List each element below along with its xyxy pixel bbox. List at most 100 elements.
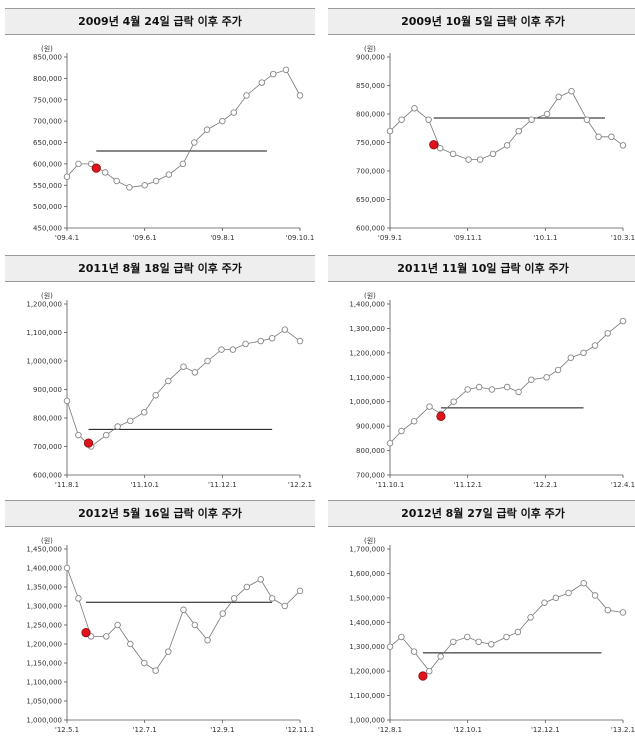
data-point <box>568 87 575 95</box>
data-point <box>619 317 627 325</box>
y-tick-label: 1,100,000 <box>349 692 385 700</box>
y-tick-label: 1,450,000 <box>26 546 62 554</box>
y-tick-label: 1,250,000 <box>26 622 62 630</box>
x-tick-label: '12.10.1 <box>453 726 482 734</box>
data-point <box>296 587 304 595</box>
data-point <box>463 633 471 641</box>
data-point <box>191 369 199 376</box>
data-point <box>475 383 483 391</box>
x-tick-label: '09.9.1 <box>378 234 402 242</box>
chart-panel-2: 2009년 10월 5일 급락 이후 주가 (원) 900,000 850,000 8… <box>328 8 635 246</box>
data-point <box>126 184 133 191</box>
x-tick-label: '12.7.1 <box>133 726 157 734</box>
data-point <box>567 354 575 361</box>
data-point <box>229 346 237 353</box>
data-point <box>113 177 120 185</box>
data-point <box>114 621 121 629</box>
data-point <box>281 602 289 610</box>
chart-title: 2009년 10월 5일 급락 이후 주가 <box>328 8 635 35</box>
data-point <box>580 579 587 587</box>
y-tick-label: 550,000 <box>33 182 62 190</box>
y-tick-label: 700,000 <box>356 472 385 480</box>
event-marker <box>81 628 91 638</box>
data-point <box>140 659 148 667</box>
series-line <box>389 320 624 444</box>
data-point <box>503 383 511 391</box>
chart-title: 2012년 5월 16일 급락 이후 주가 <box>5 500 315 527</box>
y-tick-label: 1,400,000 <box>349 301 385 309</box>
x-tick-label: '13.2.1 <box>611 726 635 734</box>
y-tick-label: 1,000,000 <box>26 717 62 725</box>
unit-label: (원) <box>41 291 53 300</box>
data-point <box>63 397 71 405</box>
unit-label: (원) <box>364 44 376 53</box>
data-point <box>436 144 444 152</box>
y-tick-label: 1,200,000 <box>26 641 62 649</box>
chart-panel-3: 2011년 8월 18일 급락 이후 주가 (원) 1,200,000 1,100,… <box>5 255 315 493</box>
data-point <box>103 633 110 640</box>
y-tick-label: 1,100,000 <box>349 374 385 382</box>
data-point <box>386 643 394 650</box>
y-tick-label: 700,000 <box>33 118 62 126</box>
data-point <box>101 169 109 176</box>
data-point <box>554 366 562 374</box>
data-point <box>515 127 522 135</box>
data-point <box>580 349 587 357</box>
chart-title: 2011년 8월 18일 급락 이후 주가 <box>5 255 315 282</box>
data-point <box>604 330 611 337</box>
data-point <box>242 340 249 348</box>
data-point <box>410 418 418 425</box>
series-line <box>389 90 624 160</box>
y-tick-label: 1,400,000 <box>26 565 62 573</box>
y-tick-label: 650,000 <box>356 196 385 204</box>
data-point <box>127 640 134 648</box>
data-point <box>583 116 591 123</box>
data-point <box>503 633 510 641</box>
chart-svg: (원)850,000 800,000 750,000 700,000 650,000 60… <box>33 44 314 242</box>
y-tick-label: 800,000 <box>356 111 385 119</box>
data-point <box>114 423 121 430</box>
x-tick-label: '09.11.1 <box>453 234 482 242</box>
y-tick-label: 900,000 <box>356 423 385 431</box>
data-point <box>296 337 304 345</box>
data-point <box>268 595 276 602</box>
data-point <box>140 409 148 416</box>
y-tick-label: 850,000 <box>356 82 385 90</box>
data-point <box>425 116 432 123</box>
data-point <box>450 398 457 405</box>
x-tick-label: '12.2.1 <box>288 481 312 489</box>
data-point <box>141 181 148 189</box>
data-point <box>565 589 572 597</box>
y-tick-label: 1,500,000 <box>349 594 385 602</box>
x-tick-label: '12.4.1 <box>611 481 635 489</box>
data-point <box>230 109 238 116</box>
data-point <box>449 150 457 158</box>
data-point <box>268 334 276 342</box>
data-point <box>87 160 95 168</box>
data-point <box>555 93 562 101</box>
data-point <box>411 105 418 112</box>
x-tick-label: '11.12.1 <box>453 481 482 489</box>
data-point <box>103 431 110 439</box>
data-point <box>475 638 482 646</box>
data-point <box>541 599 548 606</box>
y-tick-label: 1,100,000 <box>26 679 62 687</box>
x-tick-label: '12.12.1 <box>531 726 560 734</box>
y-tick-label: 1,300,000 <box>349 643 385 651</box>
data-point <box>257 337 264 345</box>
chart-panel-1: 2009년 4월 24일 급락 이후 주가 (원) 850,000 800,000 7… <box>5 8 315 246</box>
chart-title: 2012년 8월 27일 급락 이후 주가 <box>328 500 635 527</box>
data-point <box>179 160 187 168</box>
data-point <box>270 70 277 78</box>
y-tick-label: 1,000,000 <box>26 358 62 366</box>
data-point <box>619 142 627 149</box>
x-tick-label: '12.5.1 <box>55 726 79 734</box>
data-point <box>450 638 457 646</box>
y-tick-label: 750,000 <box>33 96 62 104</box>
data-point <box>165 171 173 178</box>
data-point <box>63 173 71 180</box>
x-tick-label: '09.4.1 <box>55 234 79 242</box>
data-point <box>591 342 599 349</box>
data-point <box>543 110 551 118</box>
data-point <box>127 417 134 425</box>
